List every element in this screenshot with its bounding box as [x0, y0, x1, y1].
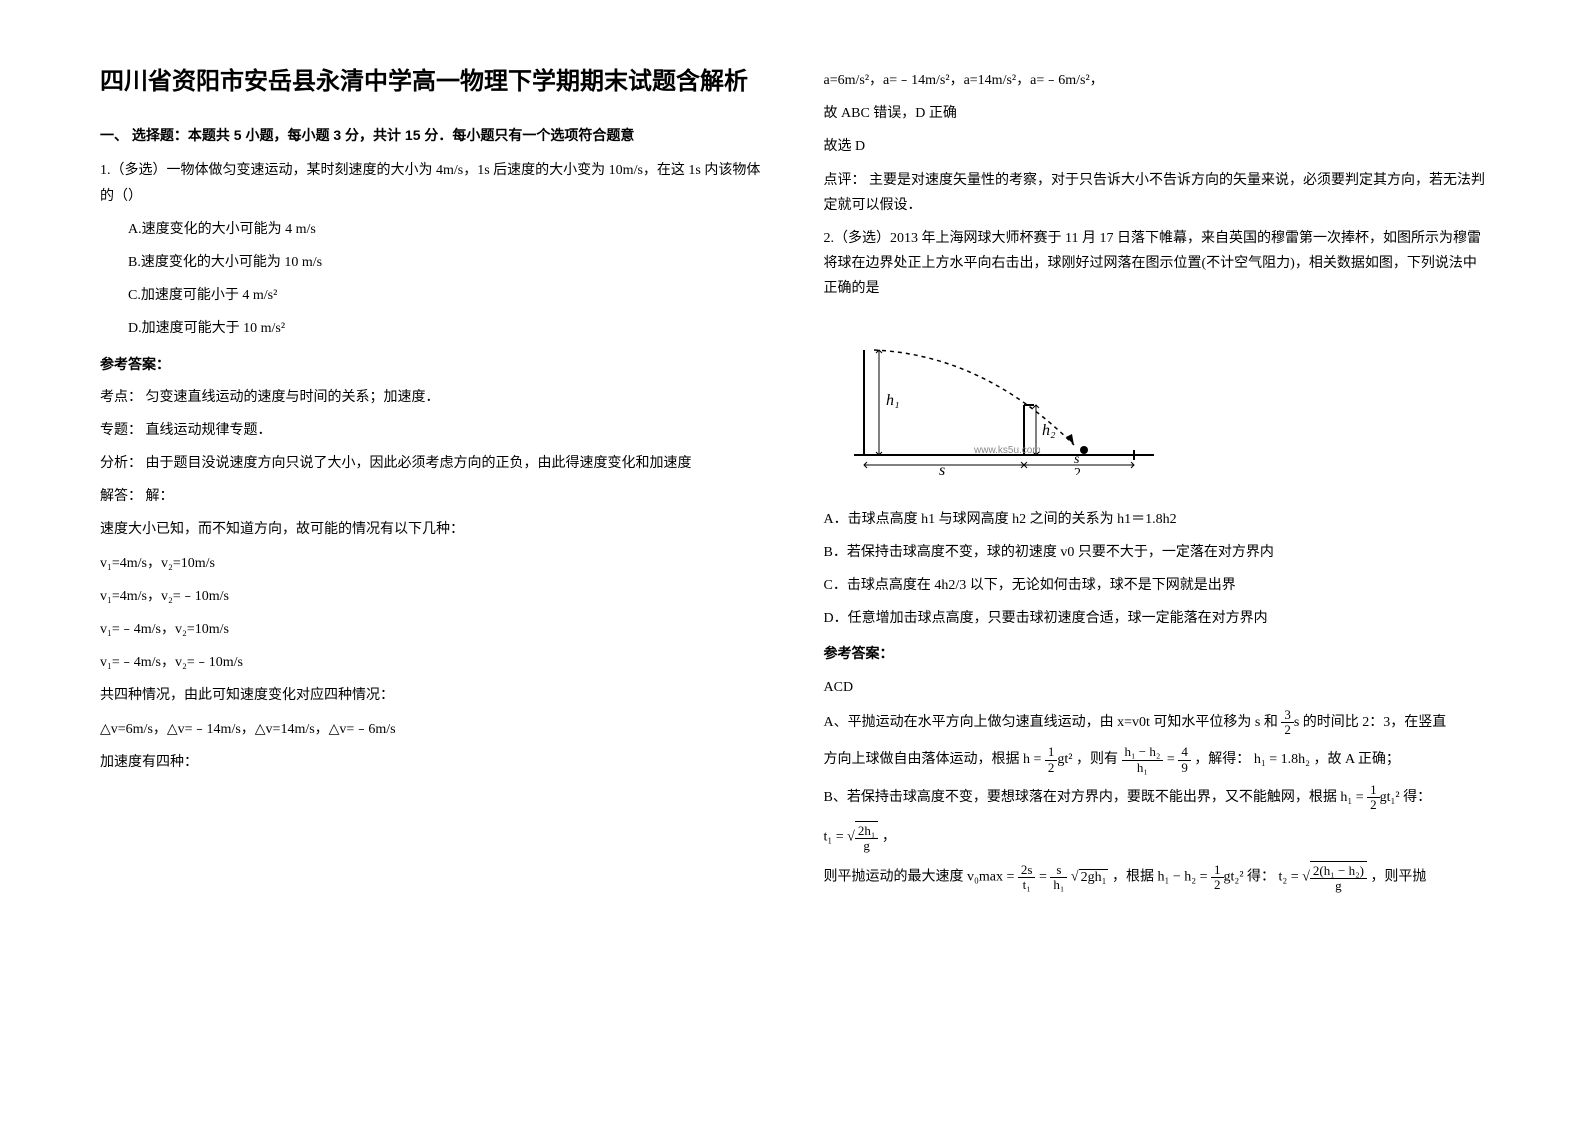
- text: B、若保持击球高度不变，要想球落在对方界内，要既不能出界，又不能触网，根据: [824, 790, 1337, 805]
- q2-stem: 2.（多选）2013 年上海网球大师杯赛于 11 月 17 日落下帷幕，来自英国…: [824, 226, 1488, 302]
- q1-opt-d: D.加速度可能大于 10 m/s²: [100, 316, 764, 341]
- right-column: a=6m/s²，a=﹣14m/s²，a=14m/s²，a=﹣6m/s²， 故 A…: [824, 60, 1488, 1062]
- text: 则平抛运动的最大速度: [824, 870, 964, 885]
- frac-s-h1: s h₁: [1050, 863, 1067, 893]
- text: ，解得：: [1194, 752, 1250, 767]
- q1-c10: 故选 D: [824, 134, 1488, 159]
- q1-remark: 点评： 主要是对速度矢量性的考察，对于只告诉大小不告诉方向的矢量来说，必须要判定…: [824, 168, 1488, 218]
- q1-opt-b: B.速度变化的大小可能为 10 m/s: [100, 250, 764, 275]
- q2-solB-t1: t₁ = √ 2h₁ g ，: [824, 821, 1488, 854]
- text: 得：: [1403, 790, 1431, 805]
- q2-solB: B、若保持击球高度不变，要想球落在对方界内，要既不能出界，又不能触网，根据 h₁…: [824, 783, 1488, 813]
- frac-1-2: 1 2: [1045, 745, 1058, 775]
- text: A、平抛运动在水平方向上做匀速直线运动，由 x=v0t 可知水平位移为 s 和: [824, 715, 1278, 730]
- q2-opt-c: C．击球点高度在 4h2/3 以下，无论如何击球，球不是下网就是出界: [824, 573, 1488, 598]
- q1-c7: 加速度有四种：: [100, 750, 764, 775]
- q2-solA-2: 方向上球做自由落体运动，根据 h = 1 2 gt² ，则有 h₁ − h₂ h…: [824, 745, 1488, 775]
- frac-1-2b: 1 2: [1367, 783, 1380, 813]
- text: ，: [882, 829, 896, 844]
- sqrt-2gh1: √2gh₁: [1071, 869, 1109, 885]
- text: 得：: [1247, 870, 1275, 885]
- svg-text:s: s: [939, 462, 945, 475]
- q2-opt-a: A．击球点高度 h1 与球网高度 h2 之间的关系为 h1＝1.8h2: [824, 507, 1488, 532]
- q1-c6: △v=6m/s，△v=﹣14m/s，△v=14m/s，△v=﹣6m/s: [100, 717, 764, 742]
- svg-text:h₂: h₂: [1042, 422, 1056, 439]
- q1-opt-a: A.速度变化的大小可能为 4 m/s: [100, 217, 764, 242]
- q2-solA: A、平抛运动在水平方向上做匀速直线运动，由 x=v0t 可知水平位移为 s 和 …: [824, 708, 1488, 738]
- svg-text:2: 2: [1074, 466, 1081, 475]
- sqrt-2h1-g: √: [847, 829, 855, 844]
- text: 的时间比 2：3，在竖直: [1303, 715, 1447, 730]
- frac-3-2: 3 2: [1281, 708, 1294, 738]
- q1-sol-intro: 速度大小已知，而不知道方向，故可能的情况有以下几种：: [100, 517, 764, 542]
- ref-answer-label-2: 参考答案：: [824, 641, 1488, 666]
- text: ，则有: [1076, 752, 1118, 767]
- frac-h1h2-h1: h₁ − h₂ h₁: [1122, 745, 1164, 775]
- svg-text:www.ks5u.com: www.ks5u.com: [973, 445, 1041, 456]
- q1-c9: 故 ABC 错误，D 正确: [824, 101, 1488, 126]
- tennis-figure: h₁ h₂ s www.ks5u.com s 2: [824, 325, 1164, 475]
- q1-topic: 专题： 直线运动规律专题．: [100, 418, 764, 443]
- left-column: 四川省资阳市安岳县永清中学高一物理下学期期末试题含解析 一、 选择题：本题共 5…: [100, 60, 764, 1062]
- q2-ans: ACD: [824, 675, 1488, 700]
- q1-ana: 分析： 由于题目没说速度方向只说了大小，因此必须考虑方向的正负，由此得速度变化和…: [100, 451, 764, 476]
- svg-text:h₁: h₁: [886, 392, 900, 409]
- frac-4-9: 4 9: [1178, 745, 1191, 775]
- q1-kp: 考点： 匀变速直线运动的速度与时间的关系；加速度．: [100, 385, 764, 410]
- frac-1-2c: 1 2: [1211, 863, 1224, 893]
- text: ，则平抛: [1370, 870, 1426, 885]
- q1-c3: v₁=﹣4m/s，v₂=10m/s: [100, 617, 764, 642]
- frac-2s-t1: 2s t₁: [1018, 863, 1036, 893]
- ref-answer-label: 参考答案：: [100, 352, 764, 377]
- q1-c2: v₁=4m/s，v₂=﹣10m/s: [100, 584, 764, 609]
- section-head: 一、 选择题：本题共 5 小题，每小题 3 分，共计 15 分．每小题只有一个选…: [100, 123, 764, 148]
- sqrt-2h1h2-g: √: [1302, 870, 1310, 885]
- q1-c8: a=6m/s²，a=﹣14m/s²，a=14m/s²，a=﹣6m/s²，: [824, 68, 1488, 93]
- q1-sol-head: 解答： 解：: [100, 484, 764, 509]
- q1-opt-c: C.加速度可能小于 4 m/s²: [100, 283, 764, 308]
- q2-opt-d: D．任意增加击球点高度，只要击球初速度合适，球一定能落在对方界内: [824, 606, 1488, 631]
- doc-title: 四川省资阳市安岳县永清中学高一物理下学期期末试题含解析: [100, 60, 764, 103]
- q2-opt-b: B．若保持击球高度不变，球的初速度 v0 只要不大于，一定落在对方界内: [824, 540, 1488, 565]
- text: 方向上球做自由落体运动，根据: [824, 752, 1020, 767]
- text: ，根据: [1112, 870, 1154, 885]
- q1-c4: v₁=﹣4m/s，v₂=﹣10m/s: [100, 650, 764, 675]
- q1-c5: 共四种情况，由此可知速度变化对应四种情况：: [100, 683, 764, 708]
- q1-c1: v₁=4m/s，v₂=10m/s: [100, 551, 764, 576]
- text: ，故 A 正确；: [1313, 752, 1399, 767]
- q1-stem: 1.（多选）一物体做匀变速运动，某时刻速度的大小为 4m/s，1s 后速度的大小…: [100, 158, 764, 208]
- q2-solB-vmax: 则平抛运动的最大速度 v₀max = 2s t₁ = s h₁ √2gh₁ ，根…: [824, 861, 1488, 894]
